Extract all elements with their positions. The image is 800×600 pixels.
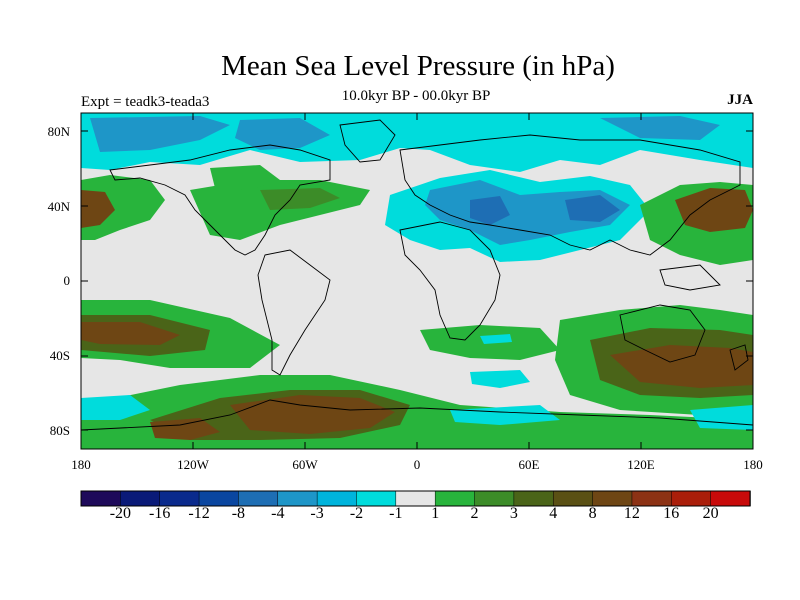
south-atlantic-cyan-small — [480, 334, 512, 344]
greenland-outline — [339, 119, 396, 163]
new-zealand-outline — [729, 344, 749, 371]
season-label: JJA — [727, 92, 753, 108]
colorbar-label: -4 — [271, 505, 285, 522]
y-tick-80n: 80N — [47, 124, 70, 139]
colorbar-label: 8 — [588, 505, 597, 522]
npacific-east-brown — [81, 190, 115, 228]
x-tick-120e: 120E — [627, 457, 655, 472]
x-tick-180e: 180 — [743, 457, 763, 472]
x-tick-0: 0 — [413, 457, 421, 472]
australia-outline — [619, 304, 706, 363]
antarctic-brown — [230, 395, 395, 434]
africa-outline — [399, 221, 501, 341]
colorbar-label: -8 — [231, 505, 246, 522]
axis-ticks — [81, 113, 753, 449]
colorbar-cell — [159, 490, 200, 507]
colorbar-cell — [277, 490, 318, 507]
colorbar-cell — [552, 490, 594, 507]
y-tick-40s: 40S — [49, 348, 70, 363]
indian-ocean-brown — [610, 345, 753, 388]
south-america-outline — [257, 249, 331, 376]
npacific-east-green — [81, 175, 165, 240]
map-title: Mean Sea Level Pressure (in hPa) — [221, 50, 615, 82]
colorbar-cell — [513, 490, 554, 507]
north-polar-blue — [90, 116, 230, 152]
arctic-canada-blue — [235, 118, 330, 150]
colorbar-cell — [710, 490, 751, 507]
maritime-continent-outline — [659, 264, 721, 291]
siberia-blue — [600, 116, 720, 140]
north-america-outline — [109, 144, 331, 256]
colorbar-label: -16 — [149, 505, 171, 522]
colorbar-frame — [80, 490, 751, 507]
colorbar-label: 1 — [431, 505, 440, 522]
coastlines — [81, 119, 753, 431]
colorbar-label: -3 — [310, 505, 324, 522]
colorbar-cell — [631, 490, 673, 507]
colorbar-cell — [198, 490, 240, 507]
pressure-field — [81, 113, 753, 449]
colorbar-cell — [434, 490, 476, 507]
colorbar-cell — [474, 490, 515, 507]
colorbar-cell — [316, 490, 358, 507]
antarctica-outline — [81, 399, 753, 431]
x-tick-60w: 60W — [292, 457, 318, 472]
colorbar-cell — [671, 490, 712, 507]
colorbar-label: -2 — [349, 505, 364, 522]
central-asia-dark-blue — [565, 195, 620, 222]
south-pacific-cyan — [81, 395, 150, 420]
mideast-dark-blue — [470, 196, 510, 225]
colorbar-label: 16 — [663, 505, 680, 522]
colorbar — [80, 490, 751, 507]
npacific-west-brown — [675, 188, 753, 232]
colorbar-cell — [120, 490, 161, 507]
period-label: 10.0kyr BP - 00.0kyr BP — [341, 88, 491, 104]
colorbar-cell — [356, 490, 397, 507]
spacific-brown — [81, 322, 180, 345]
eurasia-outline — [399, 134, 741, 256]
x-tick-120w: 120W — [177, 457, 209, 472]
colorbar-label: -20 — [109, 505, 132, 522]
colorbar-cell — [80, 490, 122, 507]
colorbar-label: 12 — [623, 505, 640, 522]
colorbar-cell — [592, 490, 633, 507]
y-tick-80s: 80S — [49, 423, 70, 438]
southern-ocean-cyan — [450, 405, 560, 425]
y-tick-40n: 40N — [47, 199, 70, 214]
colorbar-label: 20 — [702, 505, 719, 522]
colorbar-label: -1 — [389, 505, 403, 522]
colorbar-label: -12 — [188, 505, 210, 522]
antarctic-brown-west — [150, 418, 220, 440]
eurasia-low-blue — [425, 180, 630, 245]
x-tick-60e: 60E — [518, 457, 540, 472]
colorbar-label: 2 — [470, 505, 479, 522]
natlantic-olive — [260, 188, 340, 210]
x-tick-180w: 180 — [71, 457, 91, 472]
experiment-label: Expt = teadk3-teada3 — [81, 94, 210, 110]
colorbar-cell — [238, 490, 279, 507]
y-tick-0: 0 — [63, 273, 71, 288]
canada-green — [210, 165, 280, 190]
colorbar-label: 3 — [509, 505, 518, 522]
south-atlantic-cyan — [470, 370, 530, 388]
colorbar-label: 4 — [549, 505, 558, 522]
colorbar-cell — [395, 490, 436, 507]
